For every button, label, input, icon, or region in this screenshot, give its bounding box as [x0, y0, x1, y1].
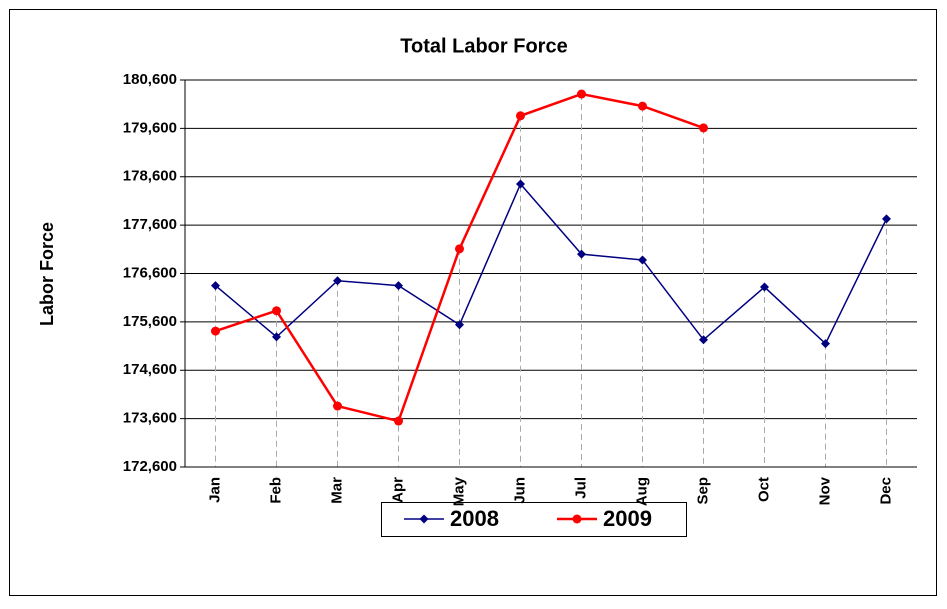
y-tick-label: 178,600 — [123, 168, 177, 185]
y-tick-label: 173,600 — [123, 410, 177, 427]
x-tick-label: May — [450, 476, 467, 506]
y-tick-label: 180,600 — [123, 71, 177, 88]
marker — [821, 339, 830, 349]
legend-marker — [572, 514, 582, 524]
marker — [516, 111, 525, 121]
marker — [394, 281, 403, 291]
marker — [211, 281, 220, 291]
x-tick-label: Nov — [816, 476, 833, 505]
marker — [333, 401, 342, 411]
marker — [516, 179, 525, 189]
marker — [577, 249, 586, 259]
marker — [455, 244, 464, 254]
marker — [699, 335, 708, 345]
legend-label: 2008 — [450, 506, 499, 531]
y-tick-label: 177,600 — [123, 216, 177, 233]
legend-marker — [419, 514, 429, 524]
marker — [333, 276, 342, 286]
marker — [455, 320, 464, 330]
series-line — [215, 182, 888, 345]
x-tick-label: Dec — [877, 477, 894, 505]
marker — [638, 101, 647, 111]
marker — [882, 214, 891, 224]
y-tick-label: 175,600 — [123, 313, 177, 330]
x-tick-label: Mar — [328, 477, 345, 504]
marker — [638, 255, 647, 265]
x-tick-label: Aug — [633, 477, 650, 506]
marker — [272, 332, 281, 342]
y-tick-label: 179,600 — [123, 119, 177, 136]
x-tick-label: Jan — [206, 477, 223, 503]
chart-title: Total Labor Force — [400, 35, 567, 57]
x-tick-label: Apr — [389, 477, 406, 503]
marker — [577, 89, 586, 99]
marker — [699, 123, 708, 133]
y-tick-label: 172,600 — [123, 458, 177, 475]
x-tick-label: Jun — [511, 477, 528, 504]
y-axis-label: Labor Force — [37, 222, 57, 326]
marker — [760, 282, 769, 292]
y-tick-label: 176,600 — [123, 264, 177, 281]
x-tick-label: Jul — [572, 477, 589, 499]
y-tick-label: 174,600 — [123, 361, 177, 378]
marker — [272, 306, 281, 316]
x-tick-label: Sep — [694, 477, 711, 505]
x-tick-label: Oct — [755, 477, 772, 502]
marker — [394, 416, 403, 426]
x-tick-label: Feb — [267, 477, 284, 504]
legend-label: 2009 — [603, 506, 652, 531]
marker — [211, 326, 220, 336]
